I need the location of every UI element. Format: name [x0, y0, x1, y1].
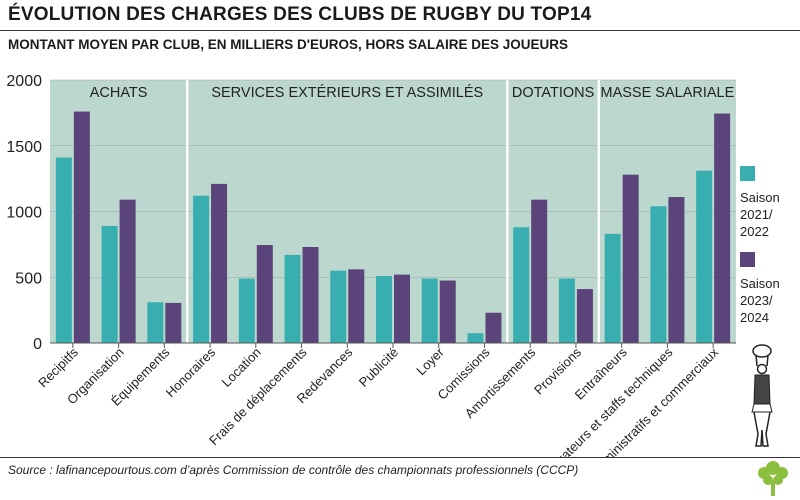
bar-2021 — [284, 254, 301, 343]
bar-2023 — [73, 111, 90, 343]
bar-2021 — [467, 333, 484, 343]
bar-2021 — [101, 225, 118, 343]
group-label: MASSE SALARIALE — [601, 85, 735, 101]
x-tick-label: Location — [219, 345, 264, 390]
bar-chart: 0 500 1000 1500 2000 ACHATS SERVICES EXTÉRIEUR… — [6, 73, 736, 457]
bar-2023 — [302, 247, 319, 343]
bar-2023 — [165, 302, 182, 343]
bar-2023 — [439, 280, 456, 343]
source-note: Source : lafinancepourtous.com d’après C… — [8, 463, 579, 477]
x-tick-label: Loyer — [413, 344, 447, 378]
group-label: ACHATS — [90, 85, 148, 101]
chart-subtitle: MONTANT MOYEN PAR CLUB, EN MILLIERS D'EU… — [8, 37, 568, 52]
bar-2021 — [376, 275, 392, 343]
bar-2023 — [256, 245, 273, 343]
bar-2021 — [238, 278, 255, 343]
bar-2021 — [696, 170, 713, 343]
bar-2021 — [604, 233, 621, 343]
bar-2023 — [119, 199, 136, 343]
x-tick-label: Honoraires — [163, 344, 219, 400]
group-label: DOTATIONS — [512, 85, 594, 101]
bar-2021 — [650, 206, 667, 343]
bar-2021 — [558, 278, 575, 343]
bar-2021 — [147, 302, 164, 343]
legend-item-2021: Saison 2021/ 2022 — [740, 166, 795, 240]
bar-2023 — [668, 197, 685, 343]
y-tick-label: 1000 — [6, 205, 42, 222]
bar-2023 — [394, 274, 410, 343]
bar-2023 — [348, 269, 365, 343]
tree-logo-icon — [758, 461, 788, 496]
y-tick-label: 0 — [33, 336, 42, 353]
bar-2021 — [330, 270, 347, 343]
group-label: SERVICES EXTÉRIEURS ET ASSIMILÉS — [211, 84, 483, 101]
bar-2023 — [531, 199, 548, 343]
legend-label-2023: Saison 2023/ 2024 — [740, 276, 780, 325]
bar-2023 — [485, 312, 502, 343]
bar-2021 — [193, 195, 210, 343]
bar-2023 — [576, 289, 593, 343]
legend-swatch-2021 — [740, 166, 755, 181]
bar-2021 — [513, 227, 530, 343]
rugby-player-illustration — [751, 344, 773, 447]
legend-label-2021: Saison 2021/ 2022 — [740, 190, 780, 239]
legend-item-2023: Saison 2023/ 2024 — [740, 252, 795, 326]
footer-rule — [0, 457, 800, 458]
bar-2021 — [55, 157, 72, 343]
x-tick-label: Publicité — [356, 345, 401, 390]
legend-swatch-2023 — [740, 252, 755, 267]
x-tick-label: Recipitfs — [35, 344, 81, 390]
y-tick-label: 500 — [15, 270, 42, 287]
bar-2023 — [622, 174, 639, 343]
bar-2023 — [211, 183, 228, 343]
y-tick-label: 2000 — [6, 73, 42, 90]
y-tick-label: 1500 — [6, 139, 42, 156]
bar-2021 — [421, 278, 438, 343]
chart-title: ÉVOLUTION DES CHARGES DES CLUBS DE RUGBY… — [8, 4, 592, 25]
bar-2023 — [714, 113, 731, 343]
title-rule — [0, 30, 800, 31]
